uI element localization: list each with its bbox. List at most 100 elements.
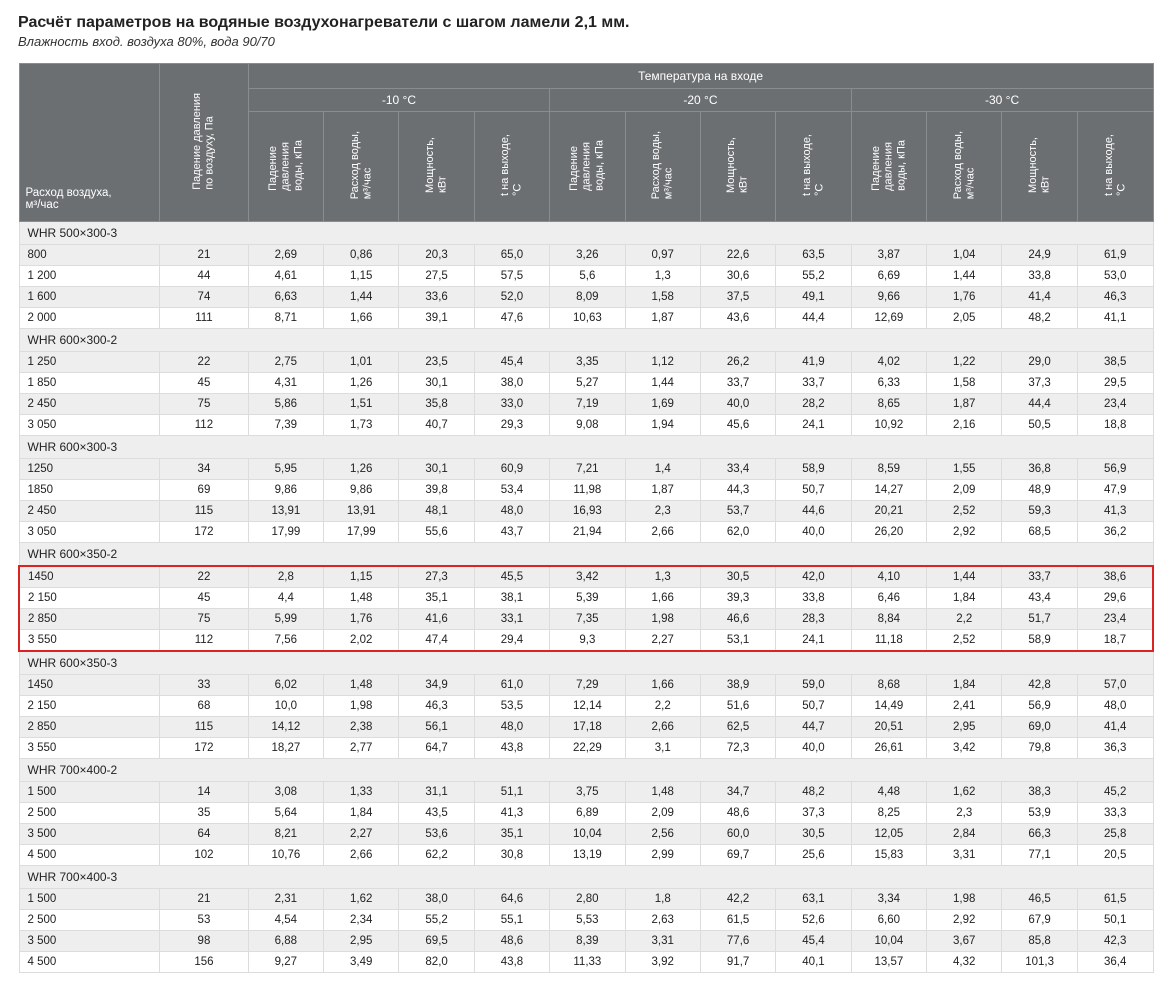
- table-row: 1 500212,311,6238,064,62,801,842,263,13,…: [19, 889, 1153, 910]
- data-cell: 61,5: [1077, 889, 1153, 910]
- data-cell: 2,95: [927, 717, 1002, 738]
- data-cell: 48,2: [776, 782, 851, 803]
- data-cell: 33,4: [700, 459, 775, 480]
- data-cell: 39,8: [399, 480, 474, 501]
- data-cell: 3,87: [851, 245, 926, 266]
- data-cell: 8,09: [550, 287, 625, 308]
- data-cell: 3,67: [927, 931, 1002, 952]
- data-cell: 44,4: [1002, 394, 1077, 415]
- row-label: 1850: [19, 480, 160, 501]
- data-cell: 4,02: [851, 352, 926, 373]
- data-cell: 7,35: [550, 609, 625, 630]
- data-cell: 112: [160, 415, 248, 436]
- data-cell: 1,98: [927, 889, 1002, 910]
- data-cell: 40,7: [399, 415, 474, 436]
- table-body: WHR 500×300-3800212,690,8620,365,03,260,…: [19, 222, 1153, 973]
- data-cell: 42,8: [1002, 675, 1077, 696]
- data-cell: 2,8: [248, 566, 323, 588]
- data-cell: 45,2: [1077, 782, 1153, 803]
- data-cell: 45: [160, 588, 248, 609]
- data-cell: 1,66: [625, 675, 700, 696]
- data-cell: 5,39: [550, 588, 625, 609]
- data-cell: 2,09: [927, 480, 1002, 501]
- data-cell: 14,12: [248, 717, 323, 738]
- data-cell: 3,92: [625, 952, 700, 973]
- data-cell: 82,0: [399, 952, 474, 973]
- row-label: 1 250: [19, 352, 160, 373]
- data-cell: 1,33: [324, 782, 399, 803]
- data-cell: 51,6: [700, 696, 775, 717]
- section-header: WHR 600×300-2: [19, 329, 1153, 352]
- data-cell: 35,1: [399, 588, 474, 609]
- data-cell: 53,9: [1002, 803, 1077, 824]
- data-cell: 3,1: [625, 738, 700, 759]
- data-cell: 1,8: [625, 889, 700, 910]
- data-cell: 172: [160, 738, 248, 759]
- col-subheader: Падение давления воды, кПа: [550, 112, 625, 222]
- data-cell: 2,66: [625, 717, 700, 738]
- data-cell: 6,46: [851, 588, 926, 609]
- data-cell: 1,15: [324, 566, 399, 588]
- data-cell: 43,8: [474, 738, 549, 759]
- data-cell: 44: [160, 266, 248, 287]
- data-cell: 55,2: [399, 910, 474, 931]
- data-cell: 11,33: [550, 952, 625, 973]
- data-cell: 77,1: [1002, 845, 1077, 866]
- row-label: 2 150: [19, 696, 160, 717]
- data-cell: 26,2: [700, 352, 775, 373]
- data-cell: 14: [160, 782, 248, 803]
- data-cell: 1,12: [625, 352, 700, 373]
- data-cell: 1,22: [927, 352, 1002, 373]
- col-subheader: Мощность, кВт: [1002, 112, 1077, 222]
- data-cell: 9,3: [550, 630, 625, 652]
- data-cell: 43,4: [1002, 588, 1077, 609]
- data-cell: 2,77: [324, 738, 399, 759]
- data-cell: 20,5: [1077, 845, 1153, 866]
- data-cell: 69,7: [700, 845, 775, 866]
- data-cell: 47,6: [474, 308, 549, 329]
- data-cell: 79,8: [1002, 738, 1077, 759]
- data-cell: 115: [160, 501, 248, 522]
- data-cell: 10,76: [248, 845, 323, 866]
- data-cell: 1,4: [625, 459, 700, 480]
- data-cell: 45,5: [474, 566, 549, 588]
- data-cell: 9,66: [851, 287, 926, 308]
- data-cell: 2,16: [927, 415, 1002, 436]
- data-cell: 58,9: [1002, 630, 1077, 652]
- data-cell: 40,0: [700, 394, 775, 415]
- row-label: 2 500: [19, 910, 160, 931]
- data-cell: 1,44: [625, 373, 700, 394]
- table-row: 2 0001118,711,6639,147,610,631,8743,644,…: [19, 308, 1153, 329]
- data-cell: 91,7: [700, 952, 775, 973]
- data-cell: 1,76: [927, 287, 1002, 308]
- data-cell: 20,3: [399, 245, 474, 266]
- data-cell: 49,1: [776, 287, 851, 308]
- table-row: 2 450755,861,5135,833,07,191,6940,028,28…: [19, 394, 1153, 415]
- table-header: Расход воздуха, м³/час Падение давления …: [19, 64, 1153, 222]
- table-row: 1 200444,611,1527,557,55,61,330,655,26,6…: [19, 266, 1153, 287]
- data-cell: 3,49: [324, 952, 399, 973]
- data-cell: 1,3: [625, 266, 700, 287]
- row-label: 4 500: [19, 845, 160, 866]
- data-cell: 34,9: [399, 675, 474, 696]
- data-cell: 33,1: [474, 609, 549, 630]
- data-cell: 42,0: [776, 566, 851, 588]
- data-cell: 45: [160, 373, 248, 394]
- row-label: 3 550: [19, 738, 160, 759]
- row-label: 1 600: [19, 287, 160, 308]
- table-row: 2 150454,41,4835,138,15,391,6639,333,86,…: [19, 588, 1153, 609]
- data-cell: 2,3: [927, 803, 1002, 824]
- data-cell: 69,5: [399, 931, 474, 952]
- table-row: 2 500355,641,8443,541,36,892,0948,637,38…: [19, 803, 1153, 824]
- data-cell: 33: [160, 675, 248, 696]
- data-cell: 48,1: [399, 501, 474, 522]
- row-label: 2 850: [19, 717, 160, 738]
- row-label: 1 500: [19, 889, 160, 910]
- section-header: WHR 700×400-3: [19, 866, 1153, 889]
- data-cell: 2,75: [248, 352, 323, 373]
- data-cell: 1,73: [324, 415, 399, 436]
- data-cell: 37,3: [1002, 373, 1077, 394]
- data-cell: 156: [160, 952, 248, 973]
- row-label: 3 050: [19, 522, 160, 543]
- data-cell: 1,84: [927, 675, 1002, 696]
